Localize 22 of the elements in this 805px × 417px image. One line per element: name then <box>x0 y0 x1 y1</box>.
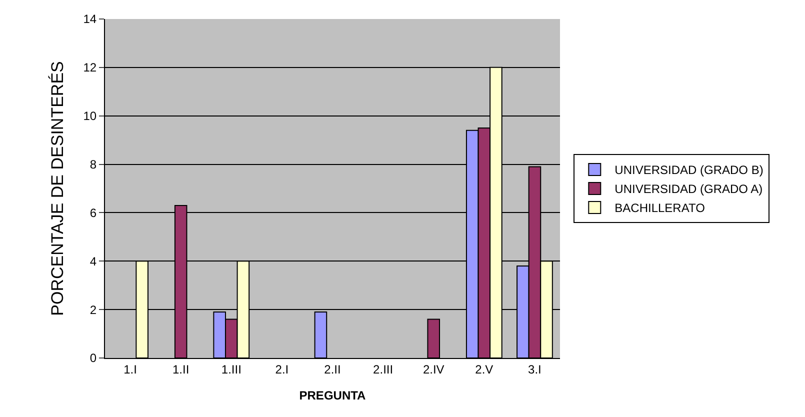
x-tick-label: 2.IV <box>422 362 444 376</box>
x-tick-label: 2.II <box>324 362 341 376</box>
x-tick-label: 2.I <box>275 362 289 376</box>
legend-label: UNIVERSIDAD (GRADO A) <box>614 182 763 196</box>
x-tick-label: 3.I <box>528 362 542 376</box>
x-tick-label: 1.II <box>172 362 190 376</box>
y-tick-label: 4 <box>90 254 97 268</box>
y-tick-label: 10 <box>83 109 97 124</box>
y-tick-label: 0 <box>90 351 97 366</box>
x-axis-title: PREGUNTA <box>299 388 366 402</box>
x-tick-label: 2.III <box>373 362 394 376</box>
y-tick-label: 2 <box>90 302 97 317</box>
x-tick-label: 2.V <box>475 362 494 376</box>
y-tick-label: 12 <box>83 60 97 75</box>
legend-label: BACHILLERATO <box>614 201 705 216</box>
y-tick-label: 8 <box>90 157 97 172</box>
y-tick-label: 6 <box>90 206 97 220</box>
y-axis-title: PORCENTAJE DE DESINTERÉS <box>48 61 67 316</box>
legend-label: UNIVERSIDAD (GRADO B) <box>614 163 764 178</box>
x-tick-label: 1.III <box>221 362 242 376</box>
x-tick-label: 1.I <box>124 362 137 376</box>
y-tick-label: 14 <box>83 12 97 26</box>
